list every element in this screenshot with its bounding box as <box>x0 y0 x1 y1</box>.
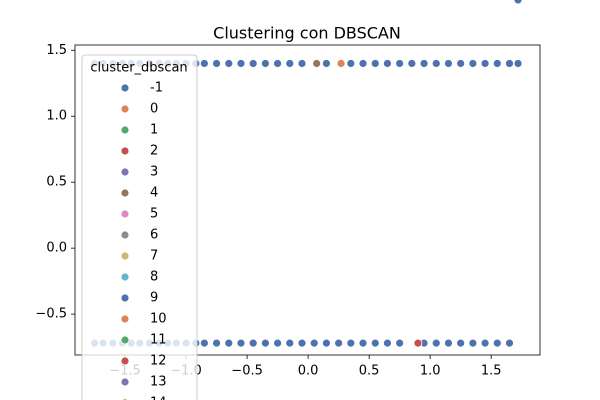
point <box>224 59 234 68</box>
legend-marker <box>120 272 130 282</box>
point <box>334 338 344 348</box>
point <box>212 59 221 68</box>
x-tick-label: −0.5 <box>231 364 263 379</box>
point <box>505 338 514 348</box>
legend-label: 1 <box>150 123 158 138</box>
point <box>505 59 514 68</box>
legend-label: 9 <box>150 291 158 306</box>
legend-label: 5 <box>150 207 158 222</box>
y-tick-label: −0.5 <box>35 307 67 322</box>
x-tick-label: 0.0 <box>298 364 319 379</box>
x-tick-label: 0.5 <box>359 364 380 379</box>
legend-marker <box>120 293 130 303</box>
point <box>236 338 246 348</box>
point <box>370 338 380 348</box>
legend-label: -1 <box>150 81 163 96</box>
legend-label: 11 <box>150 333 167 348</box>
point <box>492 338 502 348</box>
point <box>468 338 478 348</box>
point <box>358 59 368 68</box>
point <box>480 59 490 68</box>
y-tick-label: 1.0 <box>46 109 67 124</box>
point <box>248 59 258 68</box>
point <box>285 59 295 68</box>
point <box>312 59 322 68</box>
legend-label: 12 <box>150 354 167 369</box>
point <box>212 338 221 348</box>
point <box>358 338 368 348</box>
legend-marker <box>120 209 130 219</box>
point <box>395 338 405 348</box>
legend-marker <box>120 314 130 324</box>
point <box>346 338 356 348</box>
legend-label: 0 <box>150 102 158 117</box>
point <box>407 59 417 68</box>
point <box>224 338 234 348</box>
legend-label: 3 <box>150 165 158 180</box>
point <box>431 59 441 68</box>
x-tick-label: 1.5 <box>481 364 502 379</box>
point <box>383 338 392 348</box>
legend-label: 8 <box>150 270 158 285</box>
point <box>248 338 258 348</box>
legend-marker <box>120 230 130 240</box>
point <box>322 338 331 348</box>
point <box>456 338 466 348</box>
legend-label: 6 <box>150 228 158 243</box>
point <box>297 59 307 68</box>
point <box>513 0 523 5</box>
x-tick-label: 1.0 <box>420 364 441 379</box>
y-tick-label: 1.5 <box>46 43 67 58</box>
legend-marker <box>120 125 130 135</box>
legend-marker <box>120 335 130 345</box>
point <box>273 338 282 348</box>
legend-marker <box>120 104 130 114</box>
point <box>336 59 346 68</box>
legend-marker <box>120 188 130 198</box>
point <box>444 59 453 68</box>
legend-marker <box>120 83 130 93</box>
legend-marker <box>120 377 130 387</box>
legend-marker <box>120 356 130 366</box>
y-tick-label: 0.5 <box>46 175 67 190</box>
point <box>383 59 392 68</box>
point <box>260 59 270 68</box>
legend-title: cluster_dbscan <box>90 61 187 76</box>
chart-title: Clustering con DBSCAN <box>213 24 401 43</box>
legend-label: 13 <box>150 375 167 390</box>
plot-frame <box>74 44 541 356</box>
point <box>492 59 502 68</box>
point <box>370 59 380 68</box>
y-tick-label: 0.0 <box>46 241 67 256</box>
point <box>199 59 209 68</box>
point <box>273 59 282 68</box>
point <box>419 59 429 68</box>
point <box>346 59 356 68</box>
point <box>297 338 307 348</box>
point <box>444 338 453 348</box>
legend-label: 4 <box>150 186 158 201</box>
legend-marker <box>120 167 130 177</box>
point <box>413 338 423 348</box>
point <box>199 338 209 348</box>
legend-label: 7 <box>150 249 158 264</box>
legend-label: 10 <box>150 312 167 327</box>
point <box>285 338 295 348</box>
point <box>236 59 246 68</box>
point <box>260 338 270 348</box>
point <box>456 59 466 68</box>
legend-marker <box>120 146 130 156</box>
point <box>468 59 478 68</box>
point <box>395 59 405 68</box>
legend-marker <box>120 251 130 261</box>
legend-label: 2 <box>150 144 158 159</box>
legend-label: 14 <box>150 396 167 400</box>
point <box>480 338 490 348</box>
point <box>513 59 523 68</box>
point <box>431 338 441 348</box>
legend-box <box>81 54 198 400</box>
point <box>309 338 319 348</box>
point <box>322 59 331 68</box>
